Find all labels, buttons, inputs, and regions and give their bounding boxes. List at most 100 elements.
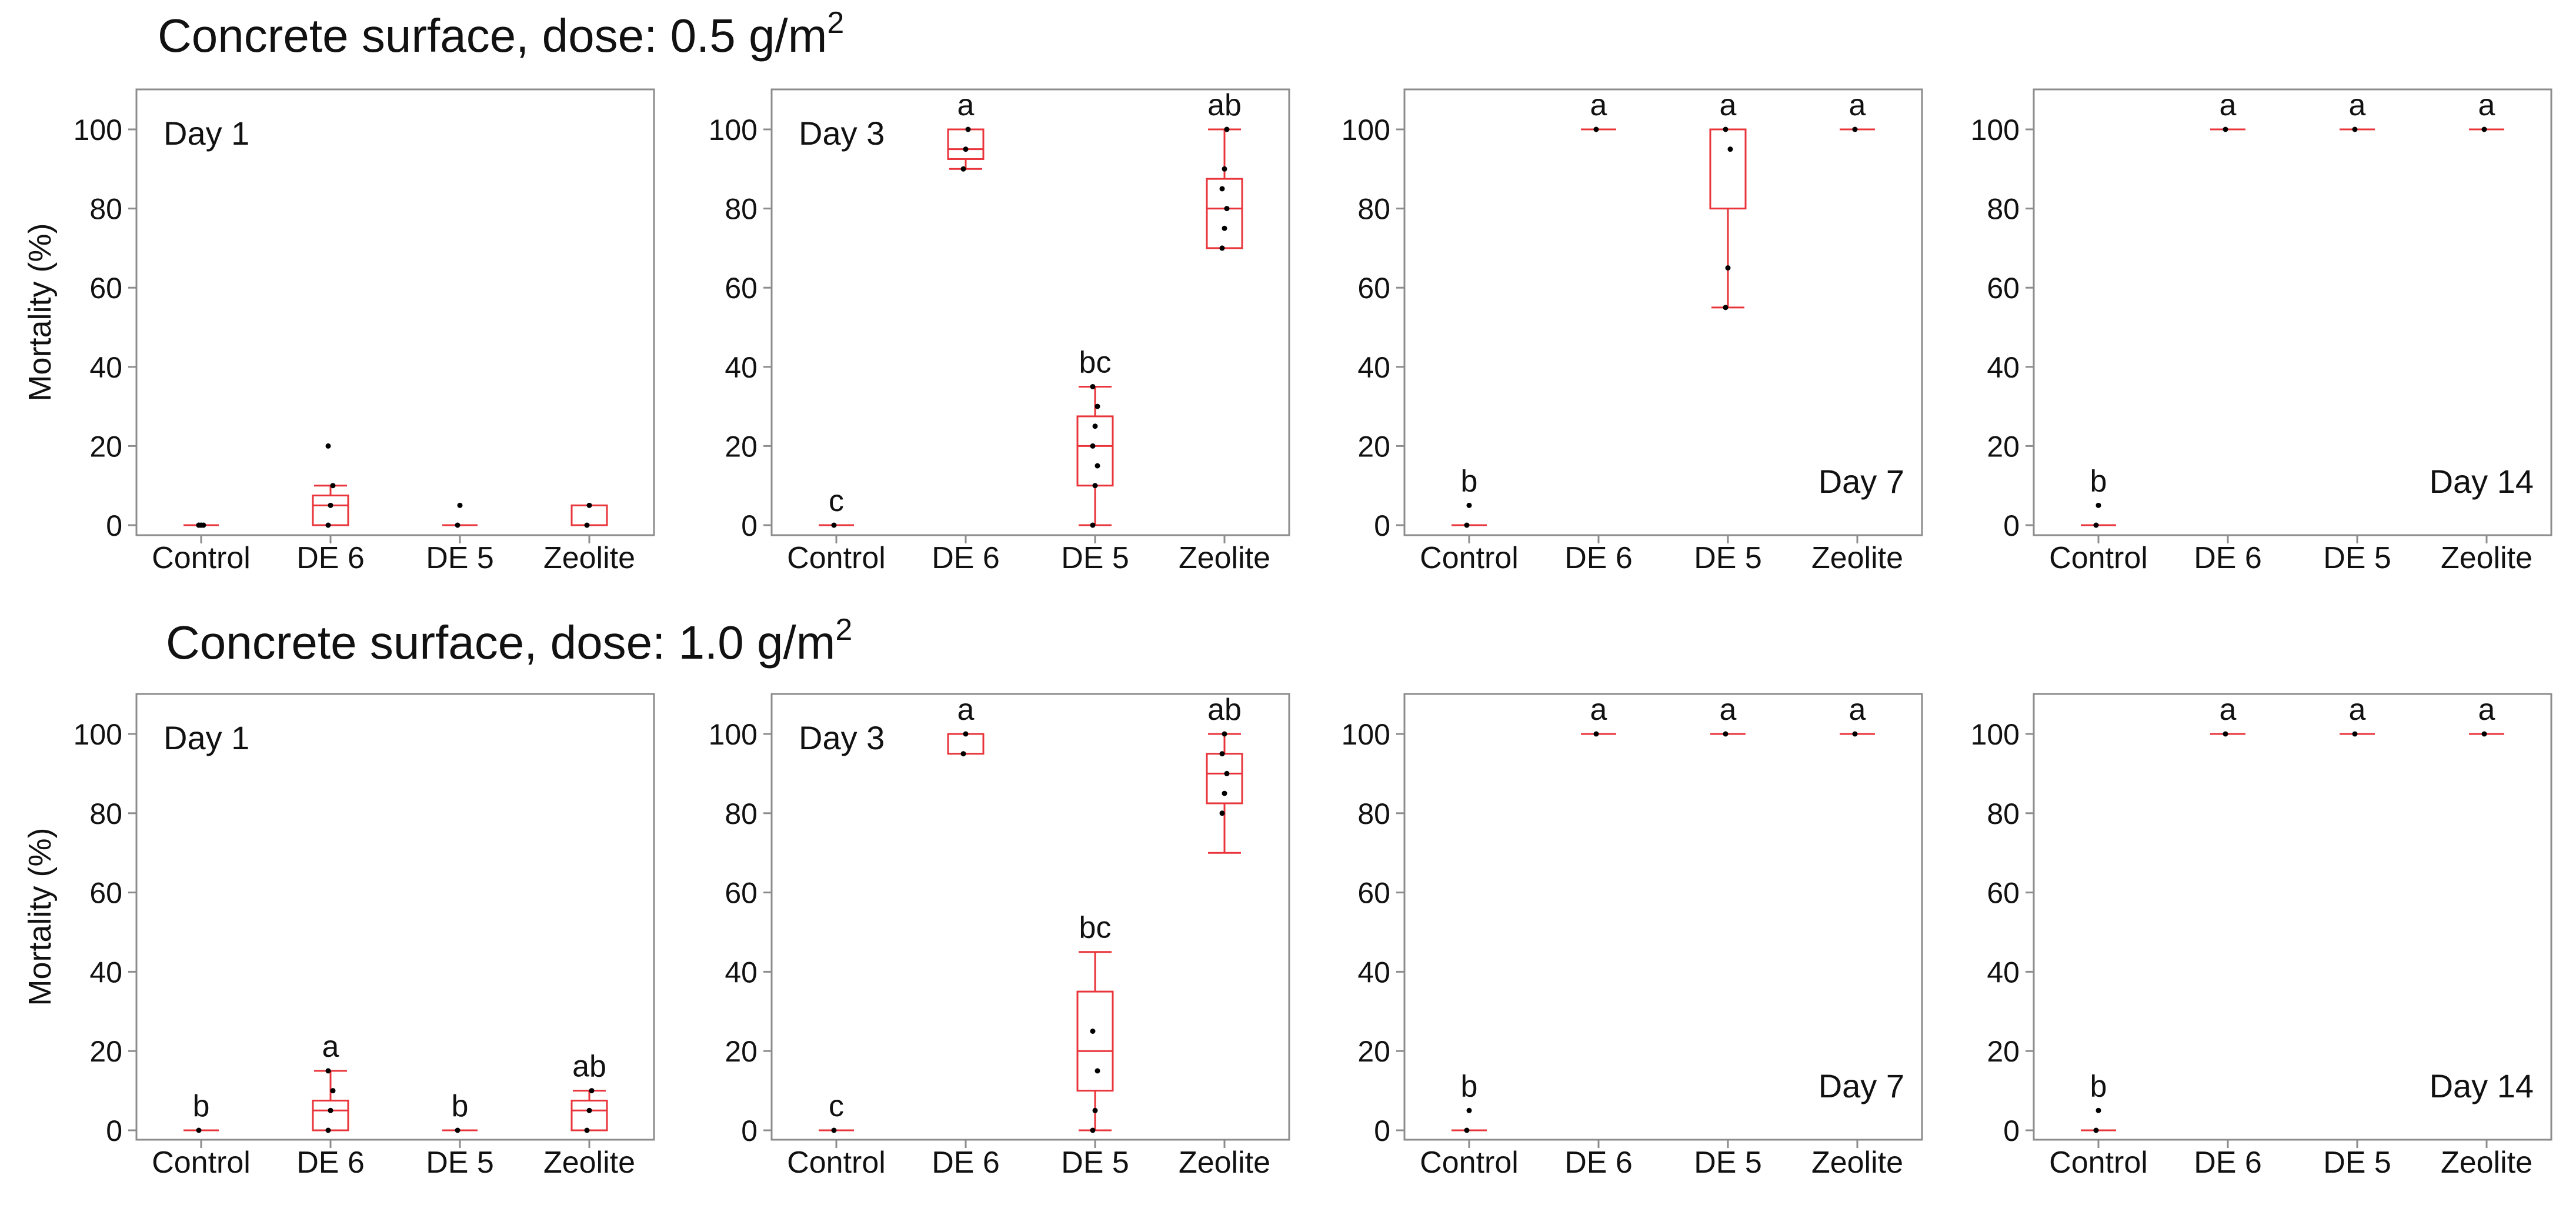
data-point (2223, 731, 2228, 737)
data-point (1222, 731, 1227, 737)
x-tick-label: DE 6 (296, 541, 365, 575)
data-point (1095, 1068, 1100, 1074)
panel-day-3: 0 20 40 60 80 100 Control DE 6 DE 5 Zeolite c a bc ab… (709, 693, 1290, 1180)
x-tick-label: DE 6 (932, 1146, 1000, 1180)
x-tick-label: DE 6 (1564, 1146, 1633, 1180)
data-point (1090, 1029, 1096, 1034)
box-control: b (1451, 1069, 1487, 1133)
significance-letter: b (193, 1089, 210, 1123)
significance-letter: c (829, 1089, 844, 1123)
data-point (1219, 751, 1225, 757)
box-de-5: a (2340, 88, 2375, 132)
y-tick-label: 80 (1987, 193, 2020, 226)
y-tick-label: 20 (89, 1035, 122, 1068)
panel-day-3: 0 20 40 60 80 100 Control DE 6 DE 5 Zeolite c a bc ab… (709, 88, 1290, 575)
y-tick-label: 20 (1987, 430, 2020, 463)
data-point (1593, 731, 1599, 737)
box-zeolite: a (2469, 693, 2504, 737)
y-tick-label: 60 (89, 272, 122, 305)
significance-letter: b (1461, 1069, 1478, 1103)
data-point (1219, 186, 1225, 192)
box-zeolite (570, 502, 608, 528)
day-label: Day 1 (163, 719, 249, 756)
significance-letter: a (2349, 88, 2366, 122)
plot-frame (2033, 693, 2552, 1141)
data-point (1090, 522, 1096, 528)
x-tick-label: DE 6 (2194, 541, 2262, 575)
y-tick-label: 0 (741, 1114, 758, 1147)
y-tick-label: 40 (89, 956, 122, 989)
x-tick-label: Zeolite (2441, 541, 2532, 575)
data-point (960, 166, 966, 172)
row-1: Concrete surface, dose: 0.5 g/m2 Mortalit… (22, 6, 2552, 575)
data-point (1224, 770, 1230, 776)
y-tick-label: 100 (1342, 718, 1390, 751)
iqr-box (570, 1099, 608, 1131)
box-de-5 (442, 502, 478, 528)
data-point (1723, 126, 1729, 132)
day-label: Day 1 (163, 115, 249, 152)
plot-frame (770, 88, 1290, 536)
significance-letter: b (452, 1089, 469, 1123)
row-title-superscript: 2 (827, 6, 844, 40)
day-label: Day 14 (2430, 1067, 2534, 1104)
data-point (1593, 126, 1599, 132)
day-label: Day 7 (1818, 1067, 1904, 1104)
panel-day-1: 0 20 40 60 80 100 Control DE 6 DE 5 Zeolite Day 1 (74, 88, 655, 575)
y-tick-label: 80 (725, 193, 758, 226)
iqr-box (570, 504, 608, 526)
day-label: Day 3 (799, 719, 885, 756)
x-tick-label: DE 6 (296, 1146, 365, 1180)
y-tick-label: 0 (1374, 1114, 1390, 1147)
box-de-5: bc (1076, 911, 1114, 1133)
y-axis-label: Mortality (%) (22, 223, 58, 401)
y-tick-label: 80 (1357, 797, 1390, 830)
data-point (584, 522, 590, 528)
box-de-6: a (1581, 88, 1616, 132)
y-tick-label: 0 (106, 509, 122, 542)
data-point (589, 1088, 595, 1094)
box-control (183, 522, 219, 528)
data-point (325, 1127, 331, 1133)
y-tick-label: 60 (725, 272, 758, 305)
data-point (1224, 126, 1230, 132)
box-de-6: a (1581, 693, 1616, 737)
x-tick-label: DE 5 (2323, 1146, 2391, 1180)
data-point (1723, 305, 1729, 311)
significance-letter: a (2349, 693, 2366, 727)
x-tick-label: Control (1420, 1146, 1519, 1180)
y-tick-label: 100 (74, 718, 122, 751)
data-point (1464, 522, 1470, 528)
significance-letter: a (2478, 693, 2495, 727)
x-tick-label: Zeolite (2441, 1146, 2532, 1180)
data-point (1222, 166, 1227, 172)
plot-frame (135, 88, 655, 536)
data-point (198, 522, 204, 528)
data-point (1725, 265, 1731, 271)
y-tick-label: 100 (1971, 718, 2020, 751)
iqr-box (947, 733, 985, 755)
y-tick-label: 0 (1374, 509, 1390, 542)
data-point (455, 1127, 461, 1133)
box-control: c (819, 1089, 854, 1133)
data-point (1727, 146, 1733, 152)
data-point (2223, 126, 2228, 132)
significance-letter: a (1849, 693, 1866, 727)
x-tick-label: Zeolite (1179, 541, 1270, 575)
data-point (1092, 423, 1098, 429)
box-de-6: a (947, 693, 985, 757)
data-point (963, 731, 969, 737)
significance-letter: ab (572, 1050, 606, 1084)
data-point (1466, 502, 1472, 508)
x-tick-label: Zeolite (1811, 541, 1903, 575)
box-control: b (2081, 464, 2116, 528)
panel-day-7: 0 20 40 60 80 100 Control DE 6 DE 5 Zeolite b a a a Da… (1342, 693, 1923, 1180)
plot-frame (1403, 693, 1923, 1141)
iqr-box (312, 495, 349, 526)
y-tick-label: 40 (1357, 351, 1390, 384)
data-point (2093, 522, 2099, 528)
x-tick-label: Control (2049, 541, 2148, 575)
panel-day-14: 0 20 40 60 80 100 Control DE 6 DE 5 Zeolite b a a a Da… (1971, 693, 2552, 1180)
x-tick-label: Control (787, 1146, 886, 1180)
